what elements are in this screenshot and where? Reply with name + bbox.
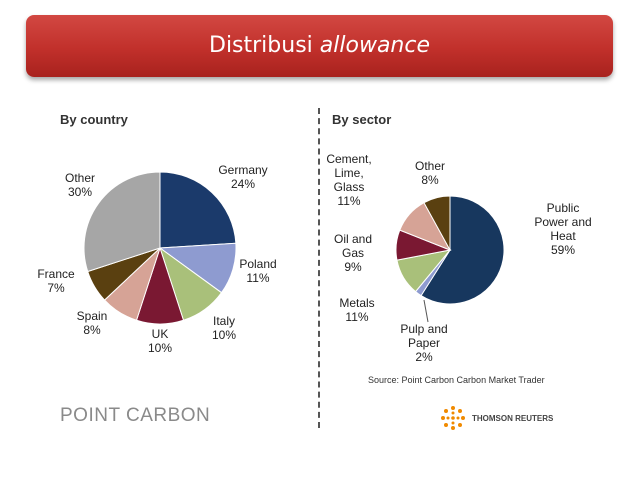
sector-label-2: Metals 11% (339, 296, 374, 324)
slide-title: Distribusi allowance (26, 33, 613, 58)
country-chart-title: By country (60, 112, 128, 127)
country-label-1-line-1: 11% (246, 271, 269, 285)
country-slice-6 (83, 171, 161, 273)
thomson-reuters-text: THOMSON REUTERS (472, 413, 554, 423)
chart-divider (318, 108, 320, 428)
sector-slice-0 (420, 195, 505, 305)
title-banner: Distribusi allowance (26, 15, 613, 77)
country-label-1-line-0: Poland (239, 257, 276, 271)
country-label-2-line-0: Italy (213, 314, 235, 328)
sector-label-2-line-0: Metals (339, 296, 374, 310)
country-label-5-line-1: 7% (47, 281, 65, 295)
country-label-0-line-1: 24% (231, 177, 255, 191)
country-label-6-line-0: Other (65, 171, 95, 185)
sector-label-4-line-0: Cement, (326, 152, 371, 166)
sector-label-4: Cement, Lime, Glass 11% (326, 152, 371, 208)
sector-label-0-line-2: Heat (550, 229, 576, 243)
sector-label-4-line-3: 11% (337, 194, 360, 208)
slide-title-plain: Distribusi (209, 33, 320, 58)
sector-label-3: Oil and Gas 9% (334, 232, 372, 274)
sector-label-3-line-2: 9% (344, 260, 362, 274)
sector-label-0-line-1: Power and (534, 215, 591, 229)
country-label-2: Italy 10% (212, 314, 236, 342)
slide-title-italic: allowance (319, 33, 430, 58)
sector-label-3-line-1: Gas (342, 246, 364, 260)
sector-label-5-line-1: 8% (421, 173, 439, 187)
sector-label-1-line-2: 2% (415, 350, 433, 364)
sector-label-4-line-2: Glass (334, 180, 365, 194)
sector-label-5-line-0: Other (415, 159, 445, 173)
sector-label-1: Pulp and Paper 2% (400, 322, 447, 364)
thomson-reuters-logo: THOMSON REUTERS (440, 405, 553, 431)
country-label-3: UK 10% (148, 327, 172, 355)
country-label-5-line-0: France (37, 267, 75, 281)
country-label-1: Poland 11% (239, 257, 276, 285)
country-label-4: Spain 8% (77, 309, 108, 337)
country-label-3-line-0: UK (152, 327, 169, 341)
sector-label-1-line-1: Paper (408, 336, 440, 350)
country-label-2-line-1: 10% (212, 328, 236, 342)
thomson-reuters-emblem-icon (441, 406, 465, 430)
country-label-6-line-1: 30% (68, 185, 92, 199)
country-label-4-line-0: Spain (77, 309, 108, 323)
sector-label-0-line-0: Public (547, 201, 580, 215)
sector-label-4-line-1: Lime, (334, 166, 363, 180)
sector-label-1-line-0: Pulp and (400, 322, 447, 336)
country-label-0-line-0: Germany (218, 163, 267, 177)
country-slice-0 (159, 171, 237, 249)
country-label-5: France 7% (37, 267, 75, 295)
source-note: Source: Point Carbon Carbon Market Trade… (368, 375, 545, 385)
country-label-0: Germany 24% (218, 163, 267, 191)
sector-slice-5 (423, 195, 451, 251)
point-carbon-logo: POINT CARBON (60, 405, 211, 426)
sector-label-5: Other 8% (415, 159, 445, 187)
sector-chart-title: By sector (332, 112, 392, 127)
country-label-4-line-1: 8% (83, 323, 101, 337)
sector-label-3-line-0: Oil and (334, 232, 372, 246)
sector-label-2-line-1: 11% (345, 310, 368, 324)
sector-label-0-line-3: 59% (551, 243, 575, 257)
country-label-6: Other 30% (65, 171, 95, 199)
sector-label-0: Public Power and Heat 59% (534, 201, 591, 257)
country-label-3-line-1: 10% (148, 341, 172, 355)
sector-leader-line (423, 299, 429, 323)
